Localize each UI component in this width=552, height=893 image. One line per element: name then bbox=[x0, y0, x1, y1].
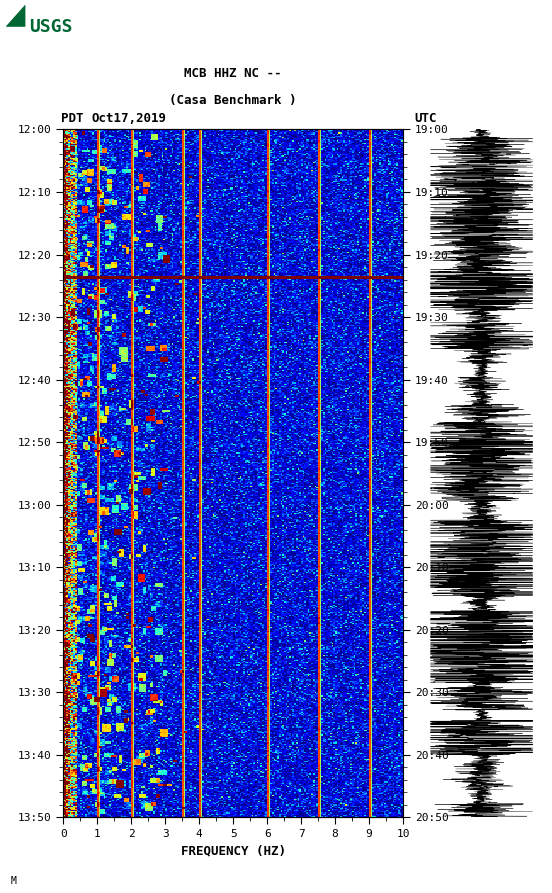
Text: Μ: Μ bbox=[11, 876, 17, 886]
Text: (Casa Benchmark ): (Casa Benchmark ) bbox=[169, 94, 297, 107]
Text: MCB HHZ NC --: MCB HHZ NC -- bbox=[184, 67, 282, 80]
Text: USGS: USGS bbox=[29, 18, 72, 36]
Text: UTC: UTC bbox=[414, 112, 437, 125]
X-axis label: FREQUENCY (HZ): FREQUENCY (HZ) bbox=[181, 845, 286, 857]
Text: Oct17,2019: Oct17,2019 bbox=[91, 112, 166, 125]
Text: PDT: PDT bbox=[61, 112, 83, 125]
Polygon shape bbox=[6, 4, 25, 27]
